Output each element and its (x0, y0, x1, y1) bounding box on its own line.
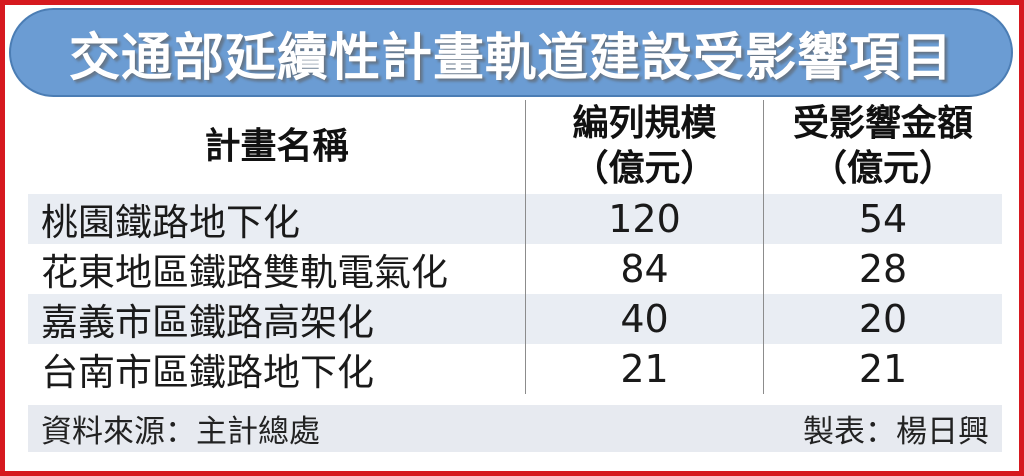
project-name-cell: 花東地區鐵路雙軌電氣化 (41, 251, 448, 294)
page-title: 交通部延續性計畫軌道建設受影響項目 (68, 28, 953, 88)
table-body: 桃園鐵路地下化 120 54 花東地區鐵路雙軌電氣化 84 28 嘉義市區鐵路高… (28, 194, 1002, 394)
data-source-label: 資料來源：主計總處 (41, 414, 320, 450)
column-header-label: 計畫名稱 (204, 125, 349, 167)
budget-scale-cell: 40 (525, 294, 763, 344)
credit-label: 製表：楊日興 (803, 414, 989, 450)
header-line-2: （億元） (810, 148, 955, 189)
table-row: 花東地區鐵路雙軌電氣化 84 28 (28, 244, 1002, 294)
affected-amount-cell: 20 (763, 294, 1002, 344)
column-header-project-name: 計畫名稱 (28, 100, 525, 194)
budget-scale-cell: 84 (525, 244, 763, 294)
header-line-1: 編列規模 (572, 103, 717, 145)
affected-amount-cell: 54 (763, 194, 1002, 244)
table-header-row: 計畫名稱 編列規模 （億元） 受影響金額 （億元） (28, 100, 1002, 194)
project-name-cell: 台南市區鐵路地下化 (41, 351, 374, 394)
project-name-cell: 桃園鐵路地下化 (41, 201, 300, 244)
column-header-label: 受影響金額 （億元） (793, 102, 973, 191)
header-line-2: （億元） (572, 148, 717, 189)
column-header-budget-scale: 編列規模 （億元） (525, 100, 763, 194)
footer-bar: 資料來源：主計總處 製表：楊日興 (28, 405, 1002, 452)
column-header-affected-amount: 受影響金額 （億元） (763, 100, 1002, 194)
affected-amount-cell: 28 (763, 244, 1002, 294)
affected-amount-cell: 21 (763, 344, 1002, 394)
header-line-1: 受影響金額 (792, 103, 973, 145)
table-row: 嘉義市區鐵路高架化 40 20 (28, 294, 1002, 344)
projects-table: 計畫名稱 編列規模 （億元） 受影響金額 （億元） 桃園鐵路地下化 120 54 花… (28, 100, 1002, 394)
table-row: 台南市區鐵路地下化 21 21 (28, 344, 1002, 394)
title-banner: 交通部延續性計畫軌道建設受影響項目 (9, 8, 1013, 97)
budget-scale-cell: 21 (525, 344, 763, 394)
column-header-label: 編列規模 （億元） (572, 102, 716, 191)
budget-scale-cell: 120 (525, 194, 763, 244)
table-row: 桃園鐵路地下化 120 54 (28, 194, 1002, 244)
project-name-cell: 嘉義市區鐵路高架化 (41, 301, 374, 344)
